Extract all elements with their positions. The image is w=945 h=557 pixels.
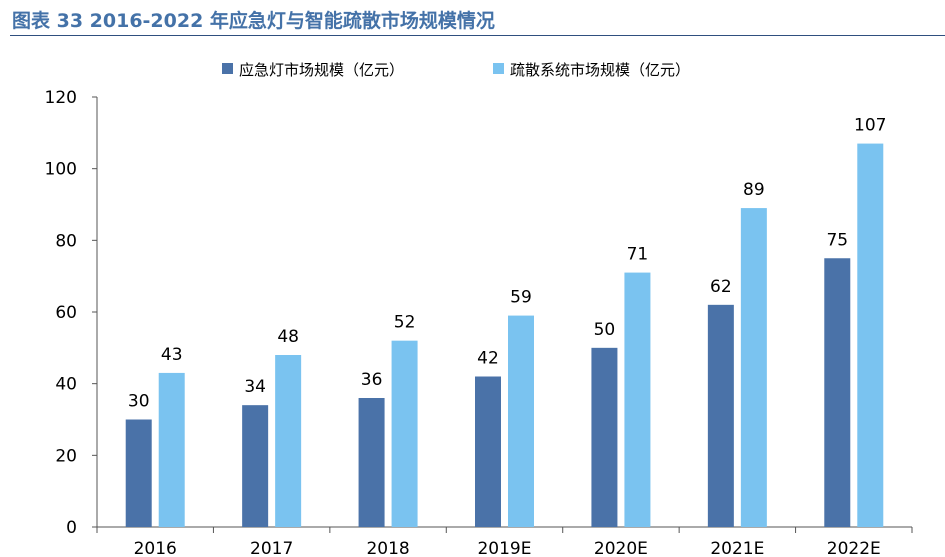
x-category-label: 2016	[134, 539, 177, 557]
figure-title: 图表 33 2016-2022 年应急灯与智能疏散市场规模情况	[12, 10, 495, 32]
data-label: 42	[477, 349, 499, 369]
data-label: 107	[854, 116, 886, 136]
x-category-label: 2022E	[827, 539, 881, 557]
x-category-label: 2017	[250, 539, 293, 557]
bar-evacuation-system	[391, 340, 418, 527]
bar-evacuation-system	[158, 372, 185, 527]
bar-evacuation-system	[857, 143, 884, 528]
y-tick-label: 80	[55, 231, 77, 251]
data-label: 59	[510, 288, 532, 308]
y-tick-label: 100	[45, 160, 77, 180]
bar-evacuation-system	[275, 355, 302, 527]
x-category-label: 2021E	[710, 539, 764, 557]
y-tick-label: 0	[66, 518, 77, 538]
y-tick-label: 120	[45, 88, 77, 108]
title-rule	[10, 35, 945, 36]
x-category-label: 2020E	[594, 539, 648, 557]
y-tick-label: 20	[55, 446, 77, 466]
bar-emergency-light	[824, 258, 851, 527]
bar-emergency-light	[242, 405, 269, 527]
legend-label: 应急灯市场规模（亿元）	[239, 61, 404, 79]
data-label: 75	[826, 230, 848, 250]
bar-evacuation-system	[740, 208, 767, 528]
bar-evacuation-system	[624, 272, 651, 527]
legend-swatch	[493, 63, 504, 74]
x-category-label: 2019E	[477, 539, 531, 557]
x-category-label: 2018	[366, 539, 409, 557]
bar-emergency-light	[125, 419, 152, 527]
bar-emergency-light	[475, 376, 501, 527]
y-tick-label: 60	[55, 303, 77, 323]
data-label: 52	[394, 313, 416, 333]
data-label: 62	[710, 277, 732, 297]
bar-emergency-light	[707, 304, 734, 527]
data-label: 50	[594, 320, 616, 340]
legend-swatch	[222, 63, 233, 74]
legend-label: 疏散系统市场规模（亿元）	[510, 61, 690, 79]
data-label: 71	[627, 245, 649, 265]
data-label: 30	[128, 392, 150, 412]
data-label: 43	[161, 345, 183, 365]
data-label: 89	[743, 180, 765, 200]
y-tick-label: 40	[55, 375, 77, 395]
data-label: 36	[361, 370, 383, 390]
bar-emergency-light	[591, 347, 618, 527]
bar-evacuation-system	[508, 315, 534, 527]
bar-emergency-light	[358, 398, 385, 527]
data-label: 48	[277, 327, 299, 347]
data-label: 34	[244, 377, 266, 397]
